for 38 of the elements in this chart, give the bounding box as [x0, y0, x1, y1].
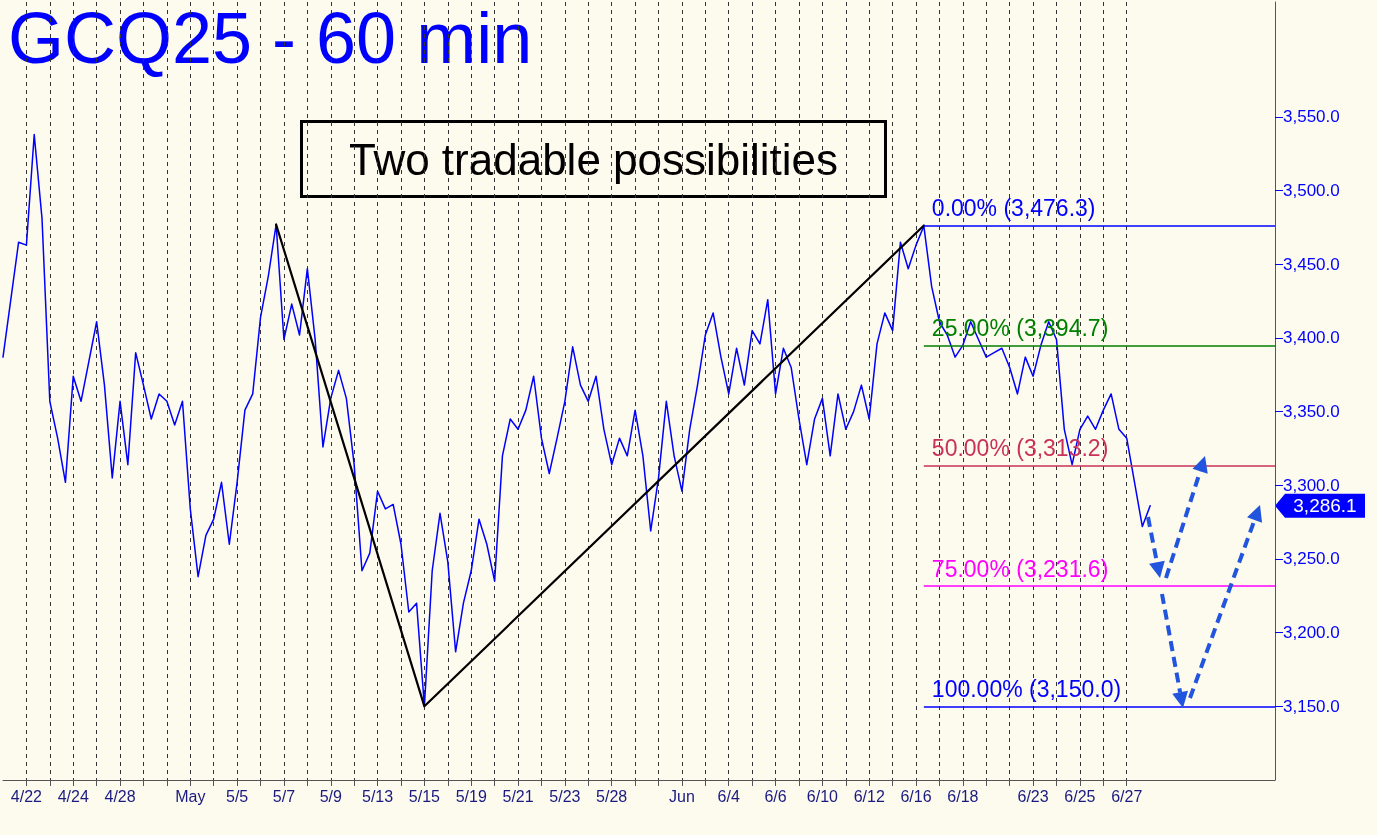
y-tick-label: 3,200.0	[1283, 623, 1340, 643]
x-tick-label: 6/27	[1111, 787, 1143, 805]
x-tick-label: 5/7	[272, 787, 296, 805]
y-tick-label: 3,400.0	[1283, 328, 1340, 348]
y-tick-label: 3,250.0	[1283, 549, 1340, 569]
x-tick-label: 6/23	[1017, 787, 1049, 805]
y-tick-label: 3,500.0	[1283, 181, 1340, 201]
x-tick-label: Jun	[669, 787, 695, 805]
x-tick-label: 4/24	[57, 787, 89, 805]
x-tick-label: 4/28	[104, 787, 136, 805]
ref-line-label: 75.00% (3,231.6)	[931, 555, 1109, 582]
x-tick-label: 5/9	[319, 787, 342, 805]
x-tick-label: 5/19	[455, 787, 487, 805]
x-tick-label: 6/4	[717, 787, 740, 805]
y-tick-label: 3,450.0	[1283, 254, 1340, 274]
x-tick-label: 6/25	[1064, 787, 1096, 805]
x-tick-label: 5/23	[549, 787, 581, 805]
text: 3,286.1	[1293, 495, 1357, 517]
x-tick-label: 4/22	[10, 787, 43, 805]
x-tick-label: 5/21	[502, 787, 534, 805]
x-tick-label: 6/6	[764, 787, 787, 805]
annotation: Two tradable possibilities	[348, 135, 839, 184]
x-tick-label: 5/13	[362, 787, 394, 805]
x-tick-label: 5/15	[408, 787, 441, 805]
x-tick-label: 5/28	[596, 787, 628, 805]
chart-title: GCQ25 - 60 min	[8, 0, 533, 78]
y-tick-label: 3,150.0	[1283, 696, 1340, 716]
y-tick-label: 3,300.0	[1283, 475, 1340, 495]
x-tick-label: May	[175, 787, 206, 805]
x-tick-label: 6/12	[853, 787, 885, 805]
ref-line-label: 100.00% (3,150.0)	[931, 675, 1122, 702]
x-tick-label: 6/10	[806, 787, 839, 805]
x-tick-label: 6/16	[900, 787, 932, 805]
y-tick-label: 3,550.0	[1283, 107, 1340, 127]
x-tick-label: 5/5	[225, 787, 249, 805]
y-tick-label: 3,350.0	[1283, 402, 1340, 422]
x-tick-label: 6/18	[947, 787, 979, 805]
ref-line-label: 0.00% (3,476.3)	[931, 195, 1096, 222]
